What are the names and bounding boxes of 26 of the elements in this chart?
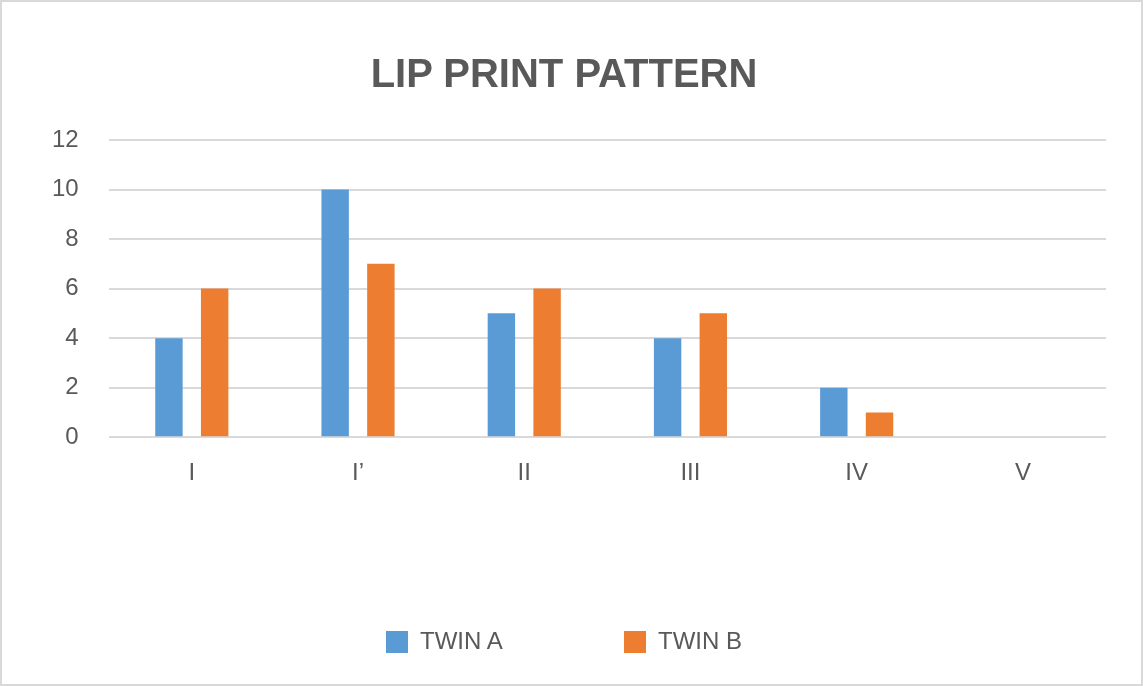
x-tick-label: III	[680, 458, 701, 486]
legend-label: TWIN B	[658, 626, 742, 654]
y-tick-label: 8	[65, 223, 79, 251]
legend-label: TWIN A	[420, 626, 503, 654]
bar	[155, 338, 183, 437]
bar	[367, 263, 395, 437]
x-tick-label: I	[188, 458, 196, 486]
y-tick-label: 12	[51, 124, 79, 152]
y-tick-label: 4	[65, 322, 79, 350]
bar	[820, 387, 848, 437]
chart-title: LIP PRINT PATTERN	[370, 51, 758, 96]
y-tick-label: 6	[65, 273, 79, 301]
y-tick-label: 2	[65, 372, 79, 400]
bar	[487, 313, 516, 437]
x-tick-label: V	[1014, 458, 1031, 486]
bar	[321, 189, 349, 437]
x-tick-label: I’	[352, 458, 365, 486]
x-tick-label: II	[517, 458, 531, 486]
y-tick-label: 10	[51, 174, 79, 202]
bar	[533, 288, 561, 437]
x-tick-label: IV	[845, 458, 869, 486]
y-tick-label: 0	[65, 421, 79, 449]
bar	[865, 412, 894, 437]
bar	[699, 313, 728, 437]
bar	[653, 338, 682, 437]
bar	[200, 288, 229, 437]
